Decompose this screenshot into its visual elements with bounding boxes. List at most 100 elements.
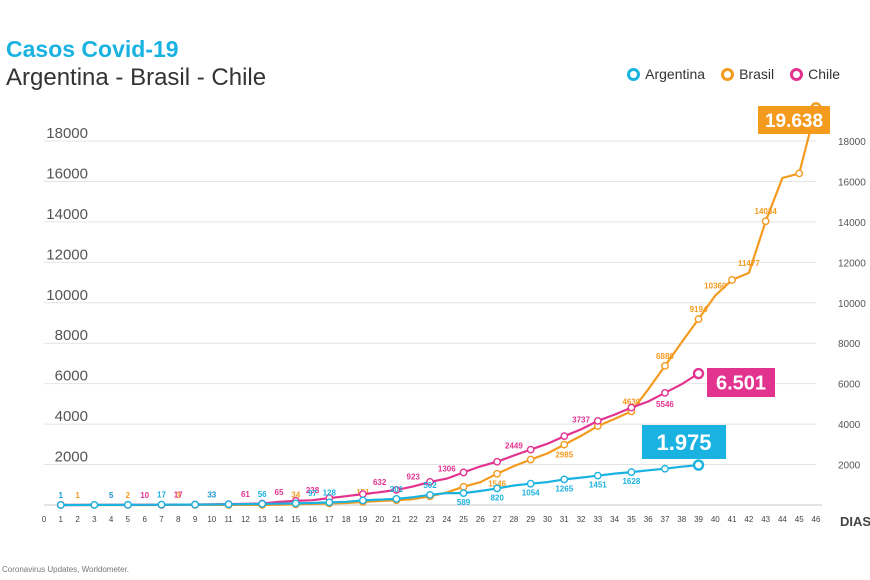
x-tick-label: 31 <box>560 515 569 524</box>
x-tick-label: 6 <box>142 515 147 524</box>
data-point-argentina <box>426 490 434 499</box>
data-label-brasil: 9194 <box>690 305 708 314</box>
x-tick-label: 11 <box>224 515 233 524</box>
data-label-argentina: 33 <box>207 490 216 499</box>
x-axis-title: DIAS <box>840 514 870 529</box>
data-label-argentina: 820 <box>490 493 504 502</box>
x-tick-label: 22 <box>409 515 418 524</box>
x-tick-label: 13 <box>258 515 267 524</box>
data-point-argentina <box>392 495 401 503</box>
data-label-chile: 5 <box>109 491 114 500</box>
data-point-brasil <box>728 276 736 284</box>
y-tick-label-left: 6000 <box>55 368 88 385</box>
data-point-argentina <box>627 468 636 476</box>
data-point-argentina <box>258 499 267 508</box>
x-tick-label: 28 <box>509 515 518 524</box>
data-label-argentina: 17 <box>157 491 166 500</box>
x-tick-label: 36 <box>644 515 653 524</box>
x-tick-label: 16 <box>308 515 317 524</box>
data-point-argentina <box>191 500 199 509</box>
x-tick-label: 24 <box>442 515 451 524</box>
data-label-brasil: 10360 <box>704 281 727 290</box>
data-point-argentina <box>325 498 334 507</box>
x-tick-label: 26 <box>476 515 485 524</box>
x-tick-label: 42 <box>744 515 753 524</box>
data-point-chile <box>661 388 669 397</box>
x-tick-label: 4 <box>109 515 114 524</box>
legend-item-chile: Chile <box>790 66 840 82</box>
x-tick-label: 27 <box>493 515 502 524</box>
x-tick-label: 40 <box>711 515 720 524</box>
y-tick-label-right: 12000 <box>838 258 866 269</box>
legend-item-argentina: Argentina <box>627 66 705 82</box>
x-tick-label: 9 <box>193 515 198 524</box>
x-tick-label: 3 <box>92 515 97 524</box>
x-tick-label: 2 <box>75 515 80 524</box>
data-point-chile <box>358 490 367 499</box>
legend-swatch-argentina <box>627 67 641 81</box>
x-tick-label: 7 <box>159 515 164 524</box>
data-point-argentina <box>526 479 535 488</box>
data-label-chile: 2449 <box>505 441 523 450</box>
y-tick-label-left: 18000 <box>46 125 88 142</box>
source-note: Coronavirus Updates, Worldometer. <box>2 565 130 574</box>
final-value-label-brasil: 19.638 <box>765 111 823 132</box>
y-tick-label-left: 2000 <box>55 449 88 466</box>
x-tick-label: 34 <box>610 515 619 524</box>
data-point-argentina <box>291 499 300 508</box>
x-tick-label: 1 <box>59 515 64 524</box>
x-tick-label: 18 <box>342 515 351 524</box>
data-label-argentina: 1628 <box>622 477 640 486</box>
legend-item-brasil: Brasil <box>721 66 774 82</box>
data-point-chile <box>627 403 636 412</box>
x-tick-label: 20 <box>375 515 384 524</box>
x-tick-label: 15 <box>291 515 300 524</box>
data-label-chile: 1 <box>59 491 64 500</box>
final-value-box-chile <box>707 368 775 397</box>
y-tick-label-right: 16000 <box>838 177 866 188</box>
x-tick-label: 32 <box>577 515 586 524</box>
data-label-argentina: 301 <box>390 485 404 494</box>
x-tick-label: 41 <box>728 515 737 524</box>
data-label-brasil: 6880 <box>656 352 674 361</box>
data-point-brasil <box>493 469 502 478</box>
y-tick-label-right: 2000 <box>838 461 861 472</box>
y-tick-label-left: 14000 <box>46 206 88 223</box>
data-label-chile: 632 <box>373 478 387 487</box>
y-tick-label-left: 12000 <box>46 246 88 263</box>
data-label-brasil: 3 <box>176 491 181 500</box>
data-point-argentina <box>56 501 65 509</box>
data-label-brasil: 4630 <box>622 397 640 406</box>
x-tick-label: 46 <box>812 515 821 524</box>
data-point-brasil <box>459 482 468 491</box>
x-tick-label: 8 <box>176 515 181 524</box>
data-label-chile: 65 <box>275 488 284 497</box>
data-point-chile <box>392 486 401 494</box>
data-point-brasil <box>661 361 669 370</box>
final-value-label-chile: 6.501 <box>716 373 766 395</box>
series-line-argentina <box>60 464 699 507</box>
x-tick-label: 5 <box>126 515 131 524</box>
final-value-box-argentina <box>642 425 726 459</box>
data-point-brasil <box>694 315 703 323</box>
legend-swatch-brasil <box>721 67 735 81</box>
y-tick-label-right: 14000 <box>838 218 866 229</box>
x-tick-label: 35 <box>627 515 636 524</box>
data-label-chile: 33 <box>207 490 216 499</box>
data-label-brasil: 2985 <box>555 451 573 460</box>
data-point-argentina <box>692 459 705 471</box>
y-tick-label-left: 4000 <box>55 408 88 425</box>
data-point-brasil <box>761 217 770 226</box>
data-point-argentina <box>661 464 669 473</box>
data-label-chile: 923 <box>407 472 421 481</box>
data-label-brasil: 14034 <box>755 207 778 216</box>
data-label-argentina: 1 <box>59 491 64 500</box>
data-point-chile <box>526 445 535 454</box>
y-tick-label-right: 10000 <box>838 299 866 310</box>
data-label-argentina: 1265 <box>555 484 573 493</box>
data-label-brasil: 1546 <box>488 480 506 489</box>
chart-title: Casos Covid-19 <box>6 36 179 62</box>
x-tick-label: 33 <box>593 515 602 524</box>
data-point-chile <box>560 432 569 441</box>
